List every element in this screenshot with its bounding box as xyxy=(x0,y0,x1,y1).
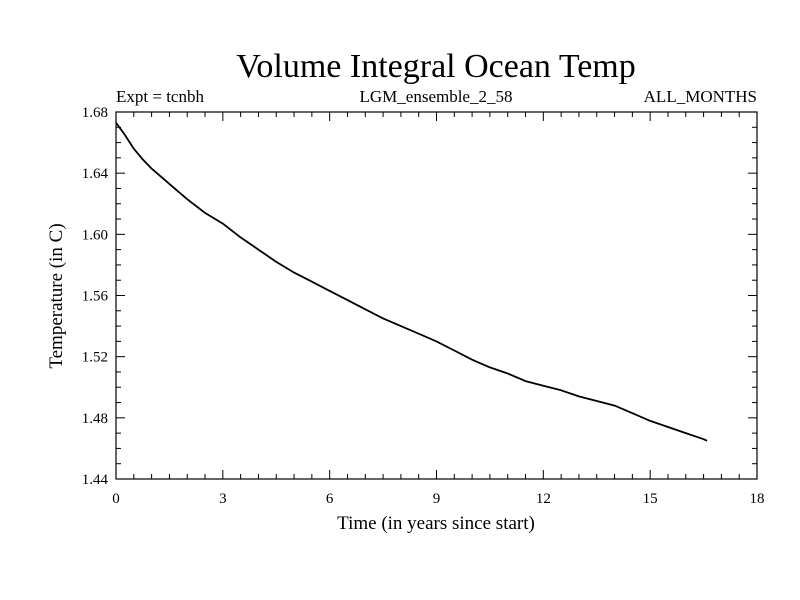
y-axis-label: Temperature (in C) xyxy=(46,223,67,368)
axis-ticks xyxy=(115,111,758,480)
y-tick-labels: 1.44 1.48 1.52 1.56 1.60 1.64 1.68 xyxy=(82,105,109,488)
subtitle-ensemble: LGM_ensemble_2_58 xyxy=(360,87,513,106)
y-tick-label: 1.64 xyxy=(82,166,109,182)
x-tick-label: 6 xyxy=(326,491,334,507)
subtitle-months: ALL_MONTHS xyxy=(644,87,757,106)
series-line xyxy=(115,122,708,442)
x-tick-labels: 0 3 6 9 12 15 18 xyxy=(112,491,764,507)
x-tick-label: 3 xyxy=(219,491,227,507)
subtitle-expt: Expt = tcnbh xyxy=(116,87,204,106)
x-tick-label: 0 xyxy=(112,491,120,507)
y-tick-label: 1.60 xyxy=(82,227,108,243)
y-tick-label: 1.52 xyxy=(82,350,108,366)
x-tick-label: 12 xyxy=(536,491,551,507)
x-tick-label: 9 xyxy=(433,491,441,507)
y-tick-label: 1.56 xyxy=(82,289,109,305)
x-tick-label: 15 xyxy=(643,491,658,507)
x-axis-label: Time (in years since start) xyxy=(337,513,535,534)
chart-title: Volume Integral Ocean Temp xyxy=(236,48,636,85)
x-tick-label: 18 xyxy=(750,491,765,507)
y-tick-label: 1.44 xyxy=(82,472,109,488)
y-tick-label: 1.68 xyxy=(82,105,108,121)
y-tick-label: 1.48 xyxy=(82,411,108,427)
